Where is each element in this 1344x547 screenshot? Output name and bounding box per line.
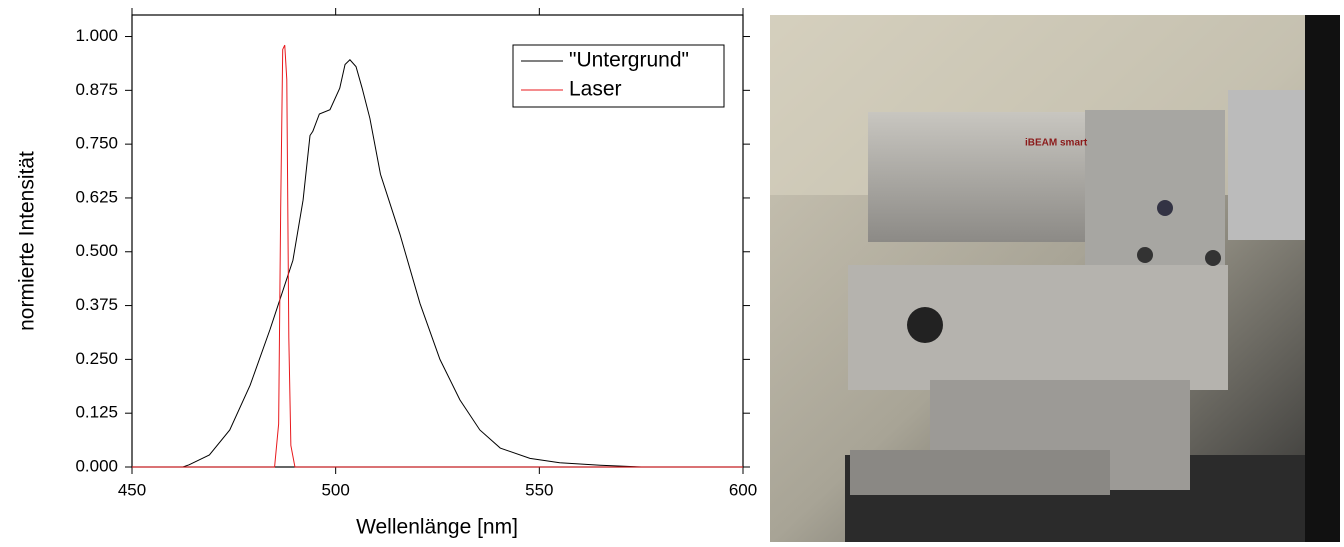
x-tick-label: 450 [118, 480, 146, 499]
y-tick-label: 1.000 [75, 26, 118, 45]
line-series [132, 59, 743, 468]
y-tick-label: 0.125 [75, 403, 118, 422]
y-tick-label: 0.625 [75, 187, 118, 206]
line-series [132, 44, 743, 468]
x-axis-label: Wellenlänge [nm] [356, 516, 518, 539]
y-tick-label: 0.250 [75, 349, 118, 368]
x-tick-label: 550 [525, 480, 553, 499]
legend-box [512, 44, 725, 108]
x-tick-label: 600 [729, 480, 757, 499]
legend-label: "Untergrund" [569, 49, 689, 72]
x-tick-label: 500 [321, 480, 349, 499]
photo: iBEAM smart [770, 15, 1340, 542]
y-tick-label: 0.375 [75, 295, 118, 314]
y-tick-label: 0.750 [75, 134, 118, 153]
y-tick-label: 0.500 [75, 241, 118, 260]
y-axis-label: normierte Intensität [16, 151, 39, 331]
y-tick-label: 0.000 [75, 456, 118, 475]
photo-logo: iBEAM smart [1025, 138, 1088, 149]
y-tick-label: 0.875 [75, 80, 118, 99]
legend-label: Laser [569, 78, 622, 101]
